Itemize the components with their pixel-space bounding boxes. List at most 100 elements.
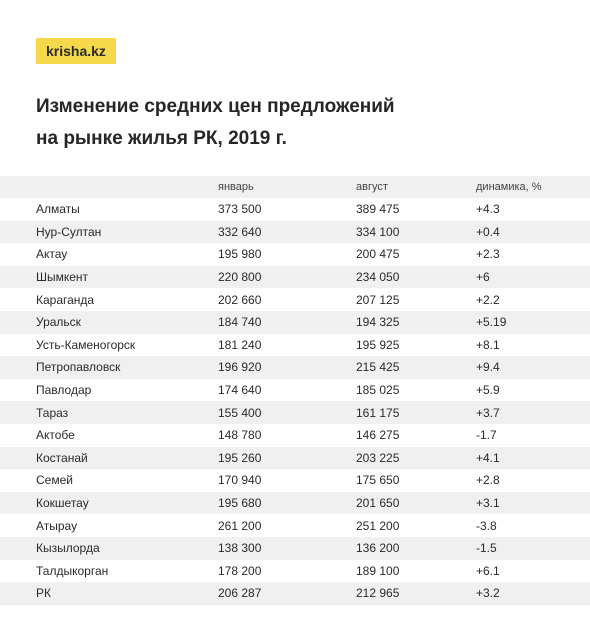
cell-january: 148 780	[218, 423, 356, 447]
cell-august: 194 325	[356, 310, 476, 334]
cell-change: -1.7	[476, 423, 590, 447]
cell-city: Алматы	[0, 198, 218, 221]
cell-january: 195 260	[218, 446, 356, 470]
cell-january: 184 740	[218, 310, 356, 334]
price-table: январь август динамика, % Алматы 373 500 3…	[0, 176, 590, 605]
table-row: Павлодар 174 640 185 025 +5.9	[0, 378, 590, 402]
cell-change: +5.9	[476, 378, 590, 402]
cell-august: 389 475	[356, 198, 476, 221]
cell-august: 161 175	[356, 401, 476, 424]
cell-january: 178 200	[218, 559, 356, 583]
cell-change: -3.8	[476, 514, 590, 537]
table-row: Уральск 184 740 194 325 +5.19	[0, 310, 590, 334]
cell-january: 195 680	[218, 491, 356, 515]
cell-january: 174 640	[218, 378, 356, 402]
table-header-row: январь август динамика, %	[0, 176, 590, 198]
cell-august: 200 475	[356, 243, 476, 266]
table-row: Петропавловск 196 920 215 425 +9.4	[0, 356, 590, 379]
cell-august: 185 025	[356, 378, 476, 402]
cell-city: Кокшетау	[0, 491, 218, 515]
cell-august: 203 225	[356, 446, 476, 470]
cell-august: 175 650	[356, 469, 476, 492]
cell-city: Талдыкорган	[0, 559, 218, 583]
cell-august: 207 125	[356, 288, 476, 311]
cell-january: 332 640	[218, 220, 356, 244]
cell-city: Актобе	[0, 423, 218, 447]
title-line-1: Изменение средних цен предложений	[36, 96, 395, 117]
cell-august: 234 050	[356, 265, 476, 289]
cell-change: +9.4	[476, 356, 590, 379]
cell-change: +6.1	[476, 559, 590, 583]
table-row: Костанай 195 260 203 225 +4.1	[0, 446, 590, 470]
cell-city: Павлодар	[0, 378, 218, 402]
cell-change: +3.7	[476, 401, 590, 424]
cell-change: +3.1	[476, 491, 590, 515]
cell-january: 195 980	[218, 243, 356, 266]
cell-january: 261 200	[218, 514, 356, 537]
header-city	[0, 176, 218, 198]
table-row: Актау 195 980 200 475 +2.3	[0, 243, 590, 266]
cell-city: Усть-Каменогорск	[0, 333, 218, 357]
table-row: Атырау 261 200 251 200 -3.8	[0, 514, 590, 537]
table-row: Усть-Каменогорск 181 240 195 925 +8.1	[0, 333, 590, 357]
cell-august: 146 275	[356, 423, 476, 447]
header-january: январь	[218, 176, 356, 198]
table-row: Караганда 202 660 207 125 +2.2	[0, 288, 590, 311]
cell-city: Уральск	[0, 310, 218, 334]
krisha-logo: krisha.kz	[36, 38, 116, 64]
cell-august: 251 200	[356, 514, 476, 537]
cell-august: 189 100	[356, 559, 476, 583]
table-row: Талдыкорган 178 200 189 100 +6.1	[0, 559, 590, 583]
cell-january: 206 287	[218, 582, 356, 605]
header-change: динамика, %	[476, 176, 590, 198]
table-row: Алматы 373 500 389 475 +4.3	[0, 198, 590, 221]
chart-title: Изменение средних цен предложений на рын…	[36, 91, 556, 155]
cell-change: +2.8	[476, 469, 590, 492]
header-august: август	[356, 176, 476, 198]
cell-change: +3.2	[476, 582, 590, 605]
cell-august: 195 925	[356, 333, 476, 357]
logo-text: krisha.kz	[46, 43, 106, 59]
cell-change: +4.1	[476, 446, 590, 470]
table-row: Актобе 148 780 146 275 -1.7	[0, 423, 590, 447]
cell-city: Костанай	[0, 446, 218, 470]
table-row: Шымкент 220 800 234 050 +6	[0, 265, 590, 289]
cell-city: Нур-Султан	[0, 220, 218, 244]
cell-city: Караганда	[0, 288, 218, 311]
cell-city: Кызылорда	[0, 536, 218, 560]
cell-change: +4.3	[476, 198, 590, 221]
cell-january: 373 500	[218, 198, 356, 221]
cell-change: +5.19	[476, 310, 590, 334]
title-line-2: на рынке жилья РК, 2019 г.	[36, 128, 287, 149]
cell-change: +2.2	[476, 288, 590, 311]
table-row: Семей 170 940 175 650 +2.8	[0, 469, 590, 492]
table-row: Тараз 155 400 161 175 +3.7	[0, 401, 590, 424]
cell-city: РК	[0, 582, 218, 605]
table-row: Кокшетау 195 680 201 650 +3.1	[0, 491, 590, 515]
cell-january: 220 800	[218, 265, 356, 289]
cell-city: Шымкент	[0, 265, 218, 289]
cell-january: 181 240	[218, 333, 356, 357]
table-body: Алматы 373 500 389 475 +4.3 Нур-Султан 332 64…	[0, 198, 590, 605]
table-row: РК 206 287 212 965 +3.2	[0, 582, 590, 605]
cell-city: Тараз	[0, 401, 218, 424]
cell-august: 215 425	[356, 356, 476, 379]
table-row: Нур-Султан 332 640 334 100 +0.4	[0, 220, 590, 244]
cell-city: Петропавловск	[0, 356, 218, 379]
cell-august: 201 650	[356, 491, 476, 515]
cell-city: Атырау	[0, 514, 218, 537]
cell-change: +2.3	[476, 243, 590, 266]
cell-january: 202 660	[218, 288, 356, 311]
cell-january: 138 300	[218, 536, 356, 560]
cell-january: 155 400	[218, 401, 356, 424]
cell-january: 196 920	[218, 356, 356, 379]
cell-august: 334 100	[356, 220, 476, 244]
cell-city: Семей	[0, 469, 218, 492]
cell-change: +8.1	[476, 333, 590, 357]
cell-change: +6	[476, 265, 590, 289]
table-row: Кызылорда 138 300 136 200 -1.5	[0, 536, 590, 560]
cell-august: 212 965	[356, 582, 476, 605]
cell-january: 170 940	[218, 469, 356, 492]
cell-city: Актау	[0, 243, 218, 266]
cell-change: +0.4	[476, 220, 590, 244]
